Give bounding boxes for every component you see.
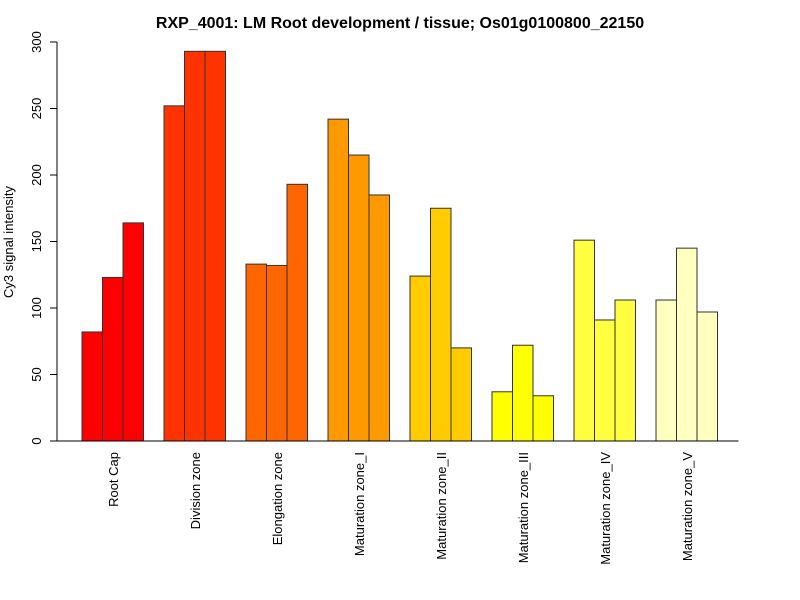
y-axis: 0 50 100 150 200 250 300	[29, 31, 58, 445]
bar	[594, 319, 616, 442]
bar	[409, 275, 431, 442]
bar	[655, 299, 677, 442]
bars	[81, 50, 718, 442]
bar	[204, 50, 226, 442]
y-tick-label: 100	[29, 297, 44, 319]
bar-group	[655, 247, 718, 442]
bar	[532, 395, 554, 442]
bar-group	[491, 344, 554, 442]
bar	[676, 247, 698, 442]
bar	[450, 347, 472, 442]
bar	[368, 194, 390, 442]
bar	[614, 299, 636, 442]
bar	[512, 344, 534, 442]
bar	[81, 331, 103, 442]
x-tick-label: Division zone	[188, 452, 203, 529]
x-tick-label: Maturation zone_V	[680, 452, 695, 561]
bar-group	[81, 222, 144, 442]
x-tick-label: Root Cap	[106, 452, 121, 507]
bar	[430, 207, 452, 442]
bar-group	[245, 183, 308, 442]
bar	[327, 118, 349, 442]
y-tick-label: 50	[29, 367, 44, 381]
bar	[102, 276, 124, 442]
bar-group	[163, 50, 226, 442]
bar	[266, 264, 288, 442]
bar	[286, 183, 308, 442]
x-tick-label: Maturation zone_II	[434, 452, 449, 560]
x-tick-labels: Root Cap Division zone Elongation zone Matu…	[106, 452, 695, 565]
bar	[245, 263, 267, 442]
bar-group	[409, 207, 472, 442]
x-tick-label: Maturation zone_IV	[598, 452, 613, 565]
y-tick-label: 150	[29, 231, 44, 253]
bar	[122, 222, 144, 442]
bar	[348, 154, 370, 442]
y-tick-label: 200	[29, 164, 44, 186]
bar	[696, 311, 718, 442]
x-tick-label: Maturation zone_III	[516, 452, 531, 563]
x-tick-label: Elongation zone	[270, 452, 285, 545]
y-tick-label: 300	[29, 31, 44, 53]
bar-group	[573, 239, 636, 442]
x-tick-label: Maturation zone_I	[352, 452, 367, 556]
bar	[184, 50, 206, 442]
chart-title: RXP_4001: LM Root development / tissue; …	[156, 15, 644, 32]
bar	[163, 105, 185, 442]
bar-group	[327, 118, 390, 442]
y-tick-label: 250	[29, 98, 44, 120]
bar	[491, 391, 513, 442]
y-axis-label: Cy3 signal intensity	[1, 186, 16, 298]
y-tick-label: 0	[29, 437, 44, 444]
bar	[573, 239, 595, 442]
